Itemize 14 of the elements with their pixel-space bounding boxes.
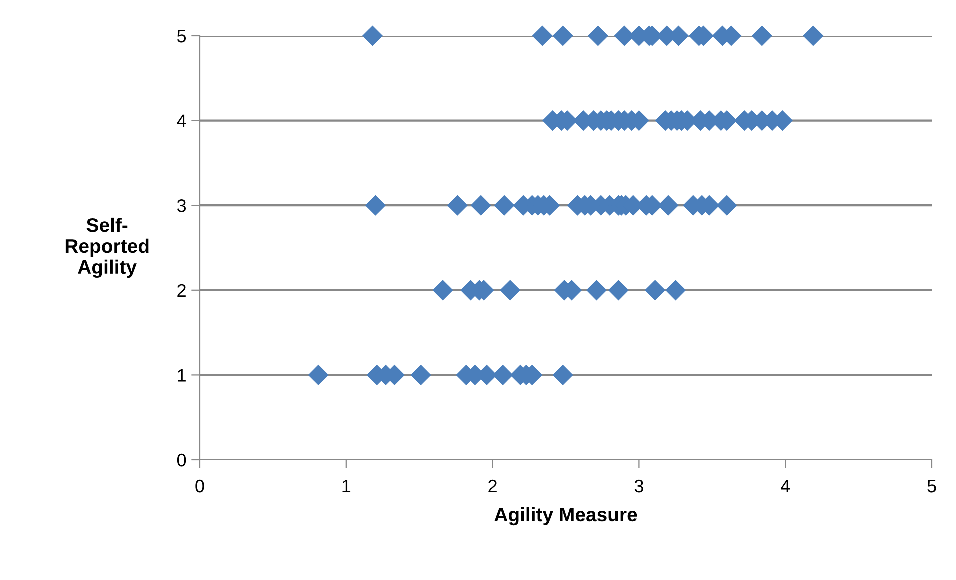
x-tick-label: 3 <box>634 480 644 493</box>
x-tick-label: 2 <box>488 480 497 493</box>
y-axis-title: Self- Reported Agility <box>66 218 149 278</box>
y-tick-label: 4 <box>177 114 186 128</box>
x-axis-title: Agility Measure <box>494 507 638 526</box>
x-tick-label: 1 <box>342 480 351 493</box>
y-tick-label: 0 <box>177 454 186 467</box>
y-tick-label: 5 <box>177 30 186 43</box>
x-tick-label: 5 <box>928 480 936 493</box>
x-tick-label: 4 <box>780 480 790 493</box>
y-tick-label: 3 <box>177 200 186 212</box>
y-tick-label: 2 <box>178 284 186 297</box>
y-tick-label: 1 <box>178 369 186 382</box>
x-tick-label: 0 <box>196 480 204 493</box>
